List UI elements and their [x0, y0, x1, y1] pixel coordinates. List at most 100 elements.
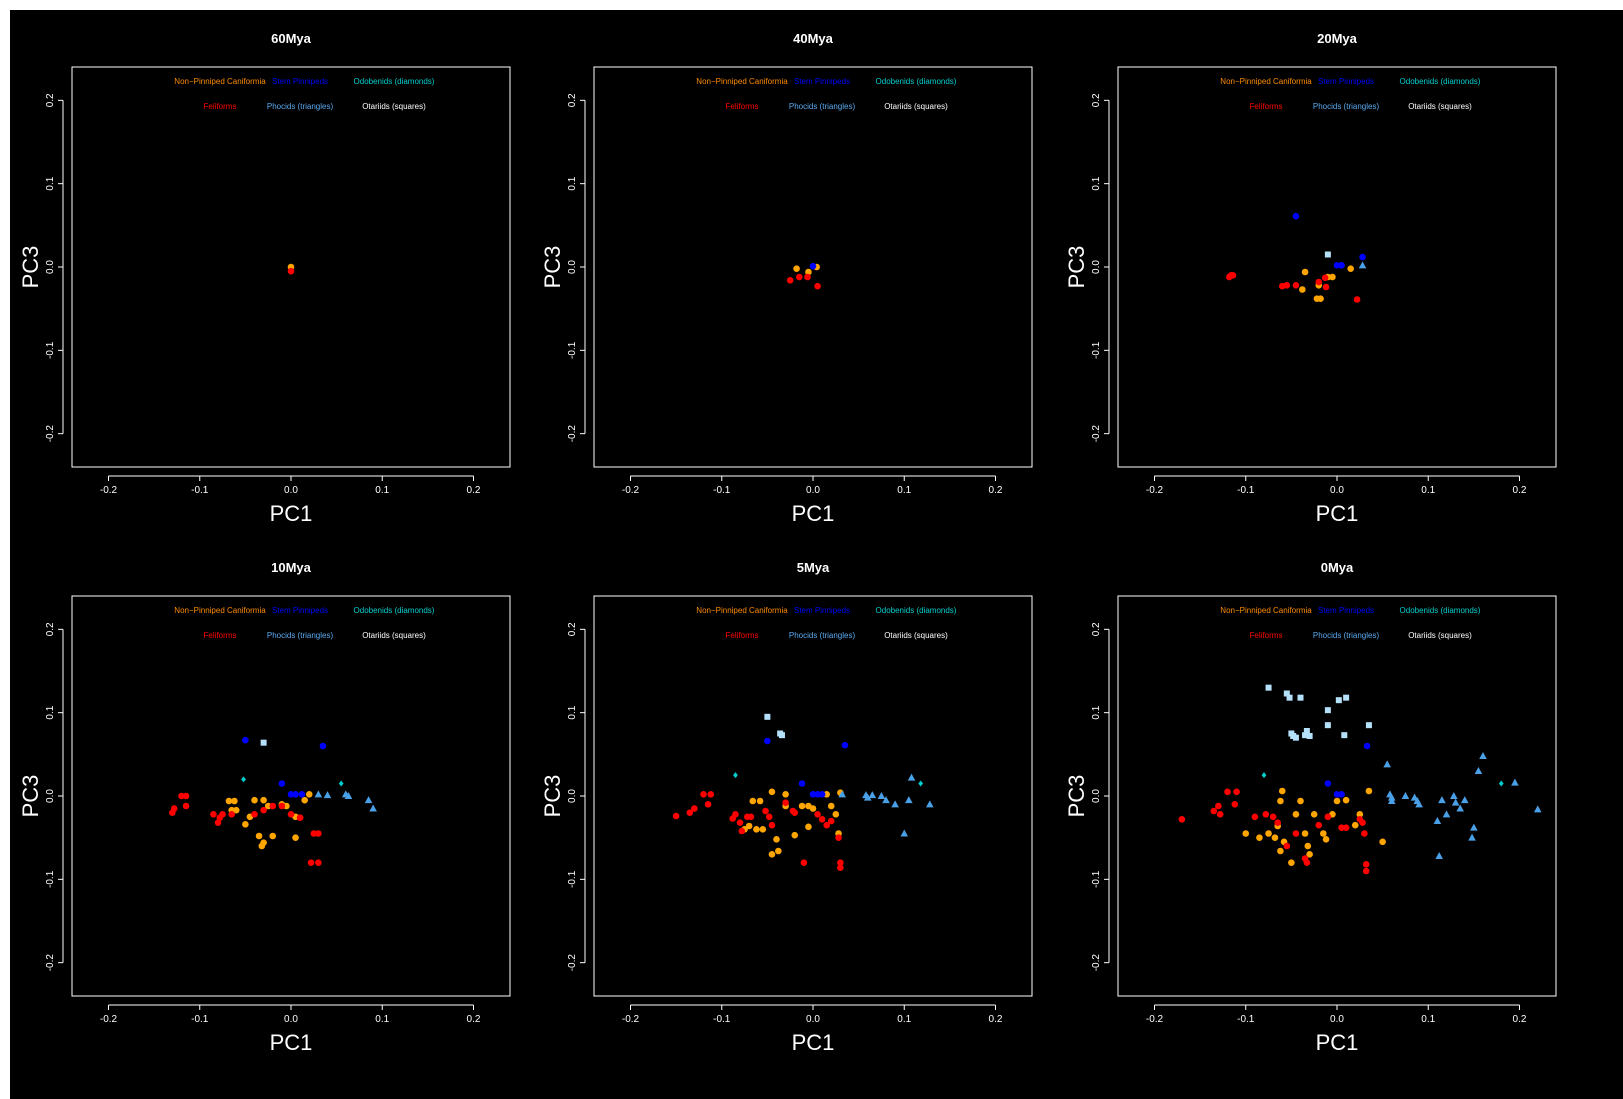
data-point-caniformia	[1277, 847, 1284, 855]
data-point-otariid	[1292, 734, 1299, 741]
data-point-feliform	[307, 859, 315, 866]
legend-entry: Phocids (triangles)	[1313, 102, 1380, 111]
x-tick-label: 0.2	[467, 485, 481, 496]
data-point-feliform	[1292, 830, 1300, 837]
data-point-caniformia	[1299, 286, 1306, 293]
legend-entry: Feliforms	[204, 102, 237, 111]
data-point-phocid	[1479, 752, 1487, 759]
data-point-caniformia	[768, 788, 776, 796]
legend-entry: Non−Pinniped Caniformia	[696, 606, 788, 615]
data-point-phocid	[838, 790, 846, 798]
data-point-feliform	[1342, 824, 1350, 831]
data-point-phocid	[863, 793, 872, 801]
data-point-phocid	[1456, 804, 1464, 812]
data-point-otariid	[1365, 722, 1372, 729]
data-point-caniformia	[1342, 796, 1350, 804]
x-tick-label: 0.0	[284, 485, 298, 496]
data-point-stem	[298, 791, 306, 798]
data-point-feliform	[800, 859, 808, 866]
y-tick-label: 0.0	[567, 260, 578, 274]
data-point-phocid	[891, 800, 899, 808]
y-axis-label: PC3	[540, 246, 565, 289]
data-point-feliform	[1362, 867, 1370, 875]
data-point-feliform	[823, 821, 830, 829]
pca-panel-grid: 60Mya -0.2 -0.1 0.0 0.1 0.2 -0.2 -0.1 0.0 0.1 0.2 P…	[18, 31, 1557, 1055]
figure-background: 60Mya -0.2 -0.1 0.0 0.1 0.2 -0.2 -0.1 0.0 0.1 0.2 P…	[10, 10, 1623, 1099]
data-point-feliform	[765, 813, 773, 821]
data-point-phocid	[314, 790, 323, 798]
data-point-caniformia	[1265, 830, 1272, 837]
data-point-caniformia	[782, 791, 789, 798]
data-point-feliform	[1324, 813, 1332, 821]
data-point-feliform	[791, 809, 799, 816]
data-point-caniformia	[292, 834, 299, 841]
data-point-feliform	[1231, 801, 1239, 808]
legend-entry: Stem Pinnipeds	[794, 606, 850, 615]
y-tick-label: 0.1	[45, 176, 56, 190]
legend-entry: Feliforms	[204, 631, 237, 640]
x-axis-label: PC1	[270, 501, 313, 526]
data-point-feliform	[1361, 830, 1368, 837]
y-tick-label: -0.2	[567, 425, 578, 443]
data-point-feliform	[210, 811, 217, 818]
x-axis-label: PC1	[792, 501, 835, 526]
data-point-feliform	[1283, 842, 1291, 850]
data-point-stem	[1338, 791, 1345, 798]
data-point-caniformia	[242, 821, 249, 828]
data-point-phocid	[882, 796, 890, 804]
data-point-caniformia	[1333, 797, 1341, 805]
x-axis-label: PC1	[270, 1030, 313, 1055]
y-tick-label: 0.0	[45, 789, 56, 803]
data-point-feliform	[296, 814, 304, 821]
x-tick-label: 0.2	[989, 485, 1003, 496]
data-point-feliform	[747, 813, 755, 821]
data-point-caniformia	[798, 802, 806, 810]
plot-frame	[1117, 66, 1557, 468]
legend-entry: Phocids (triangles)	[267, 102, 334, 111]
data-point-feliform	[814, 811, 821, 818]
data-point-feliform	[1338, 824, 1345, 831]
data-point-caniformia	[269, 832, 277, 840]
data-point-caniformia	[1356, 811, 1364, 818]
y-tick-label: 0.1	[1091, 176, 1102, 190]
data-point-caniformia	[264, 802, 272, 810]
data-point-feliform	[827, 817, 835, 825]
x-tick-label: -0.2	[1146, 1014, 1164, 1025]
x-tick-label: 0.1	[1421, 1014, 1435, 1025]
data-point-caniformia	[823, 791, 830, 798]
legend-entry: Odobenids (diamonds)	[876, 606, 957, 615]
data-point-otariid	[1343, 694, 1350, 701]
legend-entry: Otariids (squares)	[1408, 631, 1472, 640]
data-point-caniformia	[809, 805, 817, 812]
data-point-feliform	[1216, 811, 1224, 818]
data-point-phocid	[1358, 261, 1367, 269]
data-point-feliform	[1283, 282, 1291, 289]
data-point-feliform	[260, 806, 267, 814]
data-point-stem	[1338, 262, 1345, 269]
data-point-caniformia	[305, 791, 313, 798]
x-tick-label: -0.1	[713, 485, 731, 496]
data-point-feliform	[1359, 819, 1366, 826]
data-point-phocid	[868, 791, 877, 799]
x-tick-label: 0.0	[806, 485, 820, 496]
data-point-caniformia	[1379, 838, 1386, 846]
x-tick-label: -0.2	[100, 485, 118, 496]
data-point-feliform	[315, 830, 322, 837]
y-tick-label: -0.1	[1091, 341, 1102, 359]
data-point-otariid	[1335, 697, 1342, 704]
legend-entry: Feliforms	[1250, 631, 1283, 640]
y-tick-label: 0.2	[1091, 93, 1102, 107]
data-point-feliform	[818, 816, 826, 823]
data-point-feliform	[278, 802, 286, 810]
data-point-phocid	[900, 829, 909, 837]
data-point-phocid	[369, 804, 377, 812]
x-tick-label: 0.1	[375, 485, 389, 496]
data-point-otariid	[260, 739, 267, 746]
data-point-feliform	[251, 811, 258, 818]
x-tick-label: 0.1	[897, 485, 911, 496]
x-tick-label: 0.2	[1513, 485, 1527, 496]
legend-entry: Odobenids (diamonds)	[1400, 606, 1481, 615]
y-axis-label: PC3	[1064, 246, 1089, 289]
data-point-caniformia	[1301, 268, 1309, 276]
data-point-caniformia	[232, 806, 240, 814]
